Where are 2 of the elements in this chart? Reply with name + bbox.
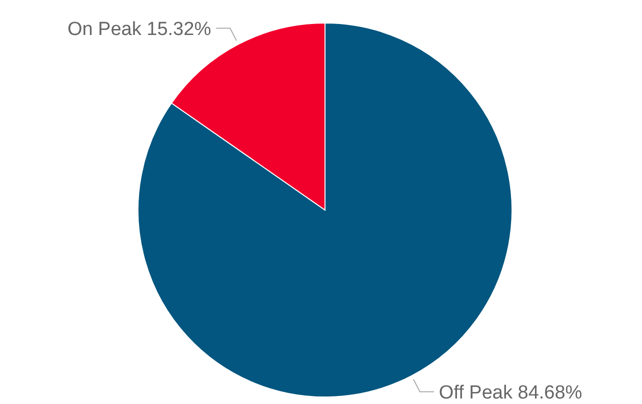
- slice-label: On Peak 15.32%: [67, 18, 212, 40]
- slice-label: Off Peak 84.68%: [438, 382, 582, 404]
